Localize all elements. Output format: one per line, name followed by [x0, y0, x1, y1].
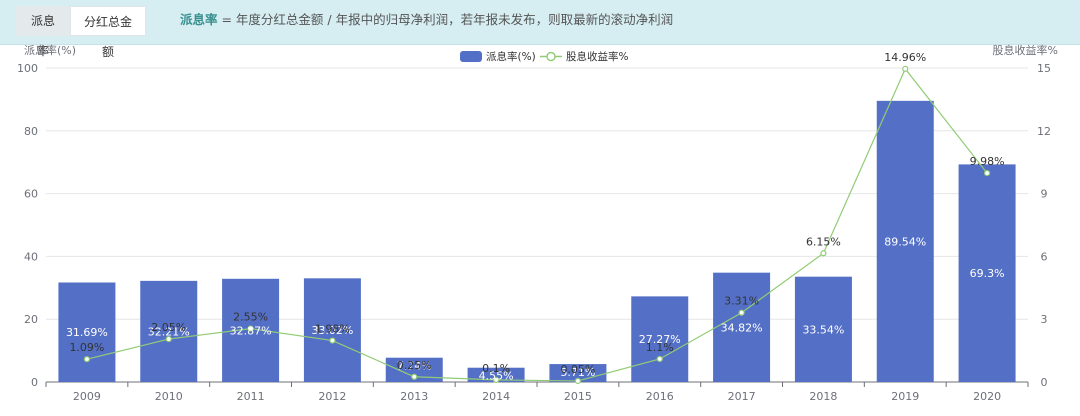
bar-data-label: 31.69%: [66, 326, 108, 339]
line-point: [247, 325, 254, 332]
bar-payout-ratio: [794, 276, 852, 382]
x-tick-label: 2017: [728, 390, 756, 403]
line-point: [411, 373, 418, 380]
x-tick-label: 2013: [400, 390, 428, 403]
x-tick-label: 2012: [318, 390, 346, 403]
y-left-axis-title: 派息率(%): [24, 44, 76, 57]
legend-line-label: 股息收益率%: [566, 50, 628, 63]
line-point: [738, 309, 745, 316]
line-point: [902, 65, 909, 72]
x-tick-label: 2011: [237, 390, 265, 403]
line-point: [983, 169, 991, 177]
bar-data-label: 5.71%: [560, 366, 595, 379]
line-data-label: 6.15%: [806, 235, 841, 248]
line-point: [656, 355, 663, 363]
tab-total-dividend[interactable]: 分红总金额: [70, 6, 146, 59]
bar-data-label: 34.82%: [721, 321, 763, 334]
line-data-label: 1.98%: [315, 323, 350, 336]
line-data-label: 3.31%: [724, 295, 759, 308]
y-left-tick-label: 40: [24, 250, 38, 263]
x-tick-label: 2015: [564, 390, 592, 403]
y-left-tick-label: 100: [17, 62, 38, 75]
bar-data-label: 33.02%: [311, 324, 353, 337]
line-data-label: 1.09%: [69, 341, 104, 354]
y-right-tick-label: 6: [1041, 250, 1048, 263]
dividend-chart: 0 20 40 60 80 100 0 3 6 9 12 15 派息率(%) 股息收益率% 2009 2010…: [17, 44, 1058, 403]
line-point: [329, 337, 336, 344]
line-data-label: 2.55%: [233, 311, 268, 324]
x-tick-label: 2009: [73, 390, 101, 403]
line-point: [492, 376, 500, 384]
bar-data-label: 7.74%: [397, 360, 432, 373]
y-right-axis-title: 股息收益率%: [993, 44, 1058, 57]
line-data-label: 0.1%: [482, 362, 510, 375]
y-left-tick-label: 80: [24, 125, 38, 138]
definition-note: 派息率 = 年度分红总金额 / 年报中的归母净利润，若年报未发布，则取最新的滚动…: [180, 0, 673, 44]
bar-payout-ratio: [876, 100, 934, 383]
y-right-tick-label: 0: [1041, 376, 1048, 389]
x-tick-label: 2010: [155, 390, 183, 403]
line-data-label: 0.05%: [560, 363, 595, 376]
definition-term: 派息率: [180, 12, 218, 27]
line-point: [83, 356, 91, 363]
bar-payout-ratio: [58, 282, 116, 382]
tab-payout-ratio[interactable]: 派息率: [16, 6, 70, 58]
legend-bar-label: 派息率(%): [486, 50, 536, 63]
legend-bar-swatch: [460, 51, 482, 62]
bar-data-label: 4.55%: [479, 370, 514, 383]
top-bar: 派息率 分红总金额 派息率 = 年度分红总金额 / 年报中的归母净利润，若年报未…: [0, 0, 1080, 59]
line-point: [165, 335, 172, 343]
x-tick-label: 2016: [646, 390, 674, 403]
bar-data-label: 89.54%: [884, 235, 926, 248]
bar-data-label: 27.27%: [639, 333, 681, 346]
y-right-tick-label: 3: [1041, 313, 1048, 326]
bar-data-label: 32.87%: [230, 324, 272, 337]
bar-payout-ratio: [958, 164, 1016, 382]
x-tick-label: 2018: [809, 390, 837, 403]
line-dividend-yield: [86, 67, 988, 382]
bar-payout-ratio: [631, 296, 689, 382]
bar-payout-ratio: [140, 280, 198, 382]
y-right-tick-label: 9: [1041, 188, 1048, 201]
line-data-label: 9.98%: [970, 155, 1005, 168]
line-point: [820, 250, 827, 257]
line-point: [574, 377, 582, 385]
y-right-tick-label: 15: [1037, 62, 1051, 75]
bar-data-label: 32.21%: [148, 325, 190, 338]
bar-data-label: 33.54%: [802, 323, 844, 336]
y-left-tick-label: 20: [24, 313, 38, 326]
y-right-tick-label: 12: [1037, 125, 1051, 138]
bar-payout-ratio: [467, 367, 525, 382]
bar-data-label: 69.3%: [970, 267, 1005, 280]
x-tick-label: 2019: [891, 390, 919, 403]
y-left-tick-label: 60: [24, 188, 38, 201]
line-data-label: 2.05%: [151, 321, 186, 334]
x-tick-label: 2020: [973, 390, 1001, 403]
definition-text: = 年度分红总金额 / 年报中的归母净利润，若年报未发布，则取最新的滚动净利润: [217, 12, 674, 27]
x-tick-label: 2014: [482, 390, 510, 403]
line-data-label: 0.25%: [397, 359, 432, 372]
line-data-label: 1.1%: [646, 341, 674, 354]
bar-payout-ratio: [713, 272, 771, 382]
y-left-tick-label: 0: [31, 376, 38, 389]
bar-payout-ratio: [303, 278, 361, 382]
legend-line-marker: [546, 51, 556, 62]
line-data-label: 14.96%: [884, 51, 926, 64]
